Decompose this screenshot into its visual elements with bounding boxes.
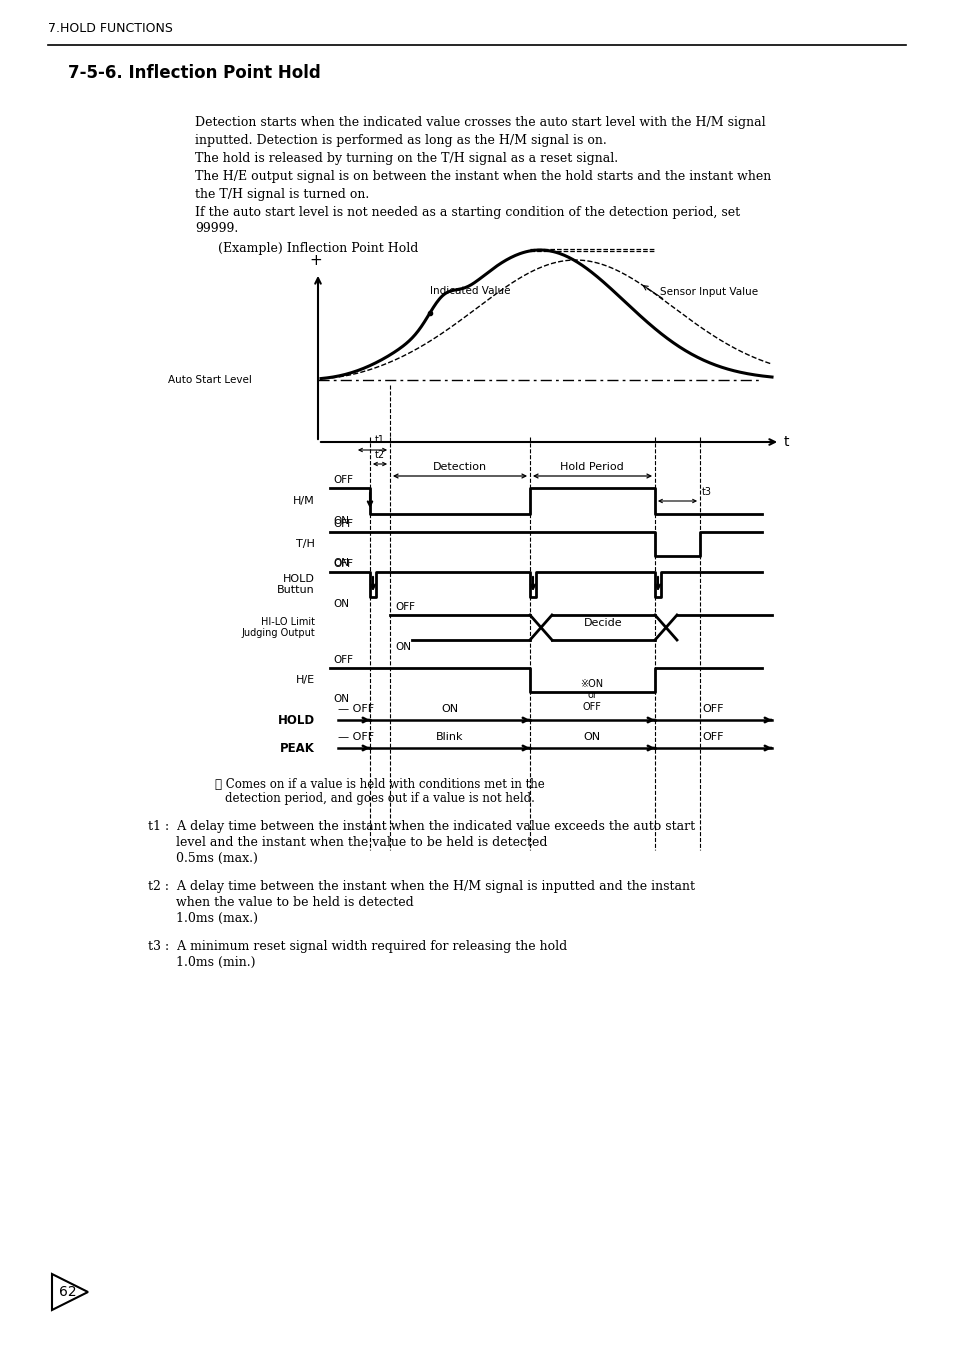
- Text: ON: ON: [583, 732, 600, 742]
- Text: Auto Start Level: Auto Start Level: [168, 376, 252, 385]
- Text: T/H: T/H: [295, 539, 314, 549]
- Text: level and the instant when the value to be held is detected: level and the instant when the value to …: [148, 836, 547, 848]
- Text: t2 :  A delay time between the instant when the H/M signal is inputted and the i: t2 : A delay time between the instant wh…: [148, 880, 695, 893]
- Text: Detection starts when the indicated value crosses the auto start level with the : Detection starts when the indicated valu…: [194, 116, 765, 128]
- Text: H/M: H/M: [293, 496, 314, 507]
- Text: The hold is released by turning on the T/H signal as a reset signal.: The hold is released by turning on the T…: [194, 153, 618, 165]
- Text: PEAK: PEAK: [280, 742, 314, 754]
- Text: Indicated Value: Indicated Value: [430, 286, 510, 296]
- Text: OFF: OFF: [333, 519, 353, 530]
- Text: OFF: OFF: [333, 476, 353, 485]
- Text: t1: t1: [375, 435, 385, 444]
- Text: Sensor Input Value: Sensor Input Value: [659, 286, 758, 297]
- Text: Hold Period: Hold Period: [559, 462, 623, 471]
- Text: ON: ON: [333, 694, 349, 704]
- Text: HOLD
Buttun: HOLD Buttun: [277, 574, 314, 596]
- Text: (Example) Inflection Point Hold: (Example) Inflection Point Hold: [218, 242, 418, 255]
- Text: The H/E output signal is on between the instant when the hold starts and the ins: The H/E output signal is on between the …: [194, 170, 770, 182]
- Text: 1.0ms (max.): 1.0ms (max.): [148, 912, 257, 925]
- Text: HI-LO Limit
Judging Output: HI-LO Limit Judging Output: [241, 616, 314, 638]
- Text: OFF: OFF: [333, 559, 353, 569]
- Text: when the value to be held is detected: when the value to be held is detected: [148, 896, 414, 909]
- Text: 7-5-6. Inflection Point Hold: 7-5-6. Inflection Point Hold: [68, 63, 320, 82]
- Text: 7.HOLD FUNCTIONS: 7.HOLD FUNCTIONS: [48, 22, 172, 35]
- Text: Detection: Detection: [433, 462, 487, 471]
- Text: If the auto start level is not needed as a starting condition of the detection p: If the auto start level is not needed as…: [194, 205, 740, 219]
- Text: ※ON
or
OFF: ※ON or OFF: [579, 678, 603, 712]
- Text: — OFF: — OFF: [337, 704, 374, 713]
- Text: 1.0ms (min.): 1.0ms (min.): [148, 957, 255, 969]
- Text: t1 :  A delay time between the instant when the indicated value exceeds the auto: t1 : A delay time between the instant wh…: [148, 820, 695, 834]
- Text: ON: ON: [441, 704, 458, 713]
- Text: 0.5ms (max.): 0.5ms (max.): [148, 852, 257, 865]
- Text: ON: ON: [395, 642, 411, 653]
- Text: Blink: Blink: [436, 732, 463, 742]
- Text: OFF: OFF: [333, 655, 353, 665]
- Text: OFF: OFF: [395, 603, 415, 612]
- Text: ※ Comes on if a value is held with conditions met in the: ※ Comes on if a value is held with condi…: [214, 778, 544, 790]
- Text: 62: 62: [59, 1285, 76, 1300]
- Text: detection period, and goes out if a value is not held.: detection period, and goes out if a valu…: [225, 792, 535, 805]
- Text: t: t: [783, 435, 789, 449]
- Text: ON: ON: [333, 558, 349, 567]
- Text: t3 :  A minimum reset signal width required for releasing the hold: t3 : A minimum reset signal width requir…: [148, 940, 567, 952]
- Text: the T/H signal is turned on.: the T/H signal is turned on.: [194, 188, 369, 201]
- Text: — OFF: — OFF: [337, 732, 374, 742]
- Text: 99999.: 99999.: [194, 222, 238, 235]
- Text: OFF: OFF: [701, 732, 723, 742]
- Text: HOLD: HOLD: [277, 713, 314, 727]
- Text: ON: ON: [333, 516, 349, 526]
- Text: inputted. Detection is performed as long as the H/M signal is on.: inputted. Detection is performed as long…: [194, 134, 606, 147]
- Text: H/E: H/E: [295, 676, 314, 685]
- Text: ON: ON: [333, 598, 349, 609]
- Text: t3: t3: [701, 486, 711, 497]
- Text: Decide: Decide: [583, 617, 621, 628]
- Text: t2: t2: [375, 450, 385, 459]
- Text: +: +: [310, 253, 322, 267]
- Text: OFF: OFF: [701, 704, 723, 713]
